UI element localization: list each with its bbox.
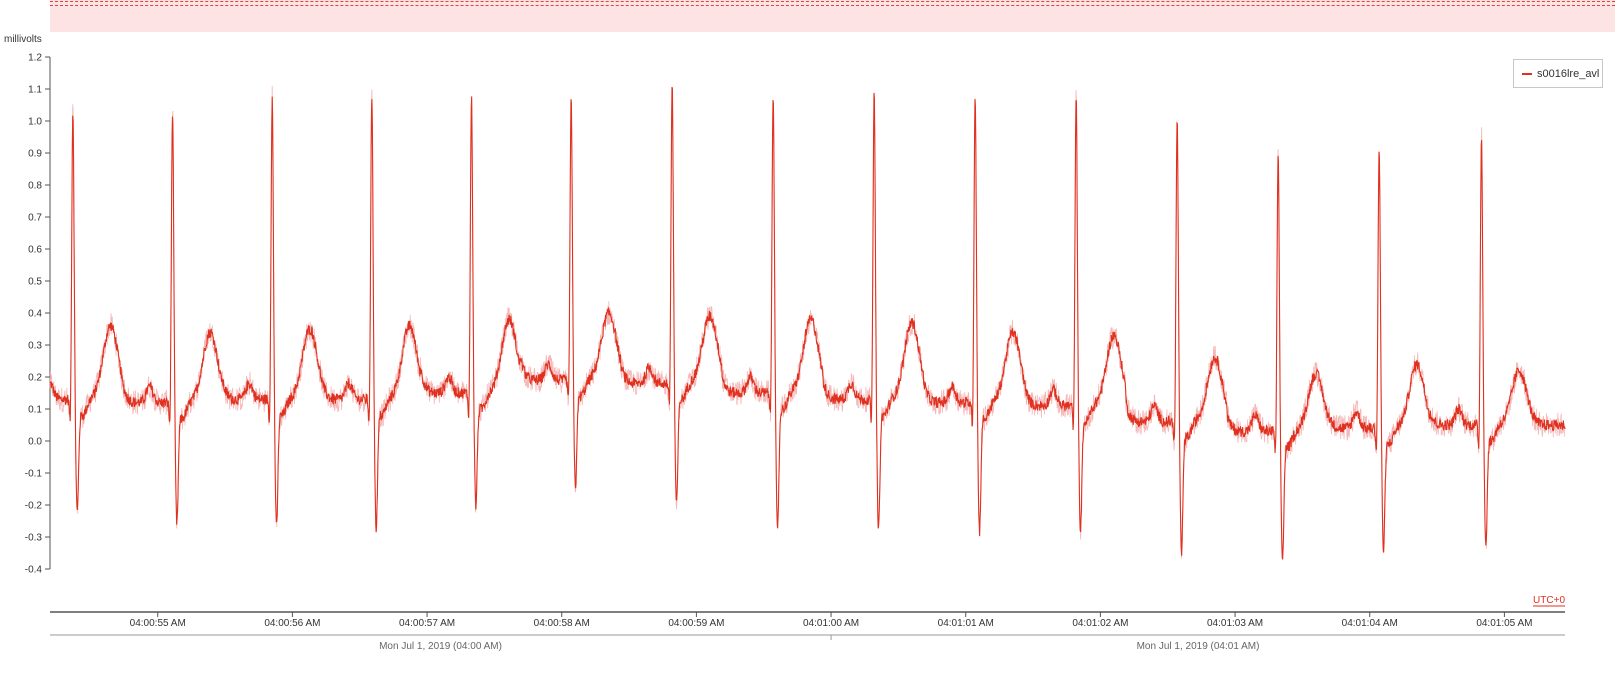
r-peak-point <box>974 107 976 109</box>
y-tick-label: 1.1 <box>28 85 42 96</box>
x-tick-label: 04:00:59 AM <box>668 618 724 629</box>
r-peak-point <box>1176 133 1178 135</box>
y-tick-label: 0.1 <box>28 405 42 416</box>
r-peak-point <box>471 110 473 112</box>
y-tick-label: 0.6 <box>28 245 42 256</box>
x-tick-label: 04:01:04 AM <box>1342 618 1398 629</box>
x-tick-label: 04:00:55 AM <box>130 618 186 629</box>
legend-series-name: s0016lre_avl <box>1537 67 1600 80</box>
x-tick-label: 04:01:03 AM <box>1207 618 1263 629</box>
x-tick-label: 04:00:56 AM <box>264 618 320 629</box>
x-tick-label: 04:00:57 AM <box>399 618 455 629</box>
y-tick-label: 0.3 <box>28 341 42 352</box>
legend[interactable]: s0016lre_avl <box>1513 59 1603 88</box>
series-layer <box>49 85 1566 560</box>
y-tick-label: 0.8 <box>28 181 42 192</box>
r-peak-point <box>1378 162 1380 164</box>
y-tick-label: 0.5 <box>28 277 42 288</box>
r-peak-point <box>72 123 74 125</box>
y-tick-label: 0.9 <box>28 149 42 160</box>
r-peak-point <box>873 107 875 109</box>
r-peak-point <box>1277 171 1279 173</box>
r-peak-point <box>671 98 673 100</box>
y-tick-label: 0.7 <box>28 213 42 224</box>
x-axis: 04:00:55 AM 04:00:56 AM 04:00:57 AM 04:00:5… <box>50 611 1565 652</box>
r-peak-point <box>1481 149 1483 151</box>
r-peak-point <box>772 104 774 106</box>
y-tick-label: -0.1 <box>25 469 43 480</box>
series-line-s0016lre-avl <box>49 86 1566 560</box>
y-tick-label: -0.4 <box>25 565 43 576</box>
y-tick-label: 0.4 <box>28 309 42 320</box>
timezone-label[interactable]: UTC+0 <box>1533 595 1565 606</box>
secondary-axis-label: Mon Jul 1, 2019 (04:00 AM) <box>379 641 502 652</box>
x-tick-label: 04:01:01 AM <box>938 618 994 629</box>
brush-top-line <box>50 1 1615 2</box>
y-tick-label: 1.2 <box>28 53 42 64</box>
y-tick-label: 0.2 <box>28 373 42 384</box>
overview-brush-panel[interactable] <box>50 0 1615 32</box>
r-peak-point <box>570 114 572 116</box>
r-peak-point <box>371 107 373 109</box>
x-tick-label: 04:01:05 AM <box>1476 618 1532 629</box>
r-peak-point <box>172 123 174 125</box>
y-axis: 1.2 1.1 1.0 0.9 0.8 0.7 0.6 0.5 0.4 0.3 0.2 0.1 0.0 -… <box>25 53 51 576</box>
r-peak-point <box>271 110 273 112</box>
x-tick-label: 04:01:00 AM <box>803 618 859 629</box>
y-tick-label: 0.0 <box>28 437 42 448</box>
brush-signal-line <box>50 5 1615 6</box>
x-tick-label: 04:01:02 AM <box>1072 618 1128 629</box>
r-peak-point <box>1075 110 1077 112</box>
legend-swatch <box>1522 72 1532 75</box>
x-tick-label: 04:00:58 AM <box>534 618 590 629</box>
y-axis-label: millivolts <box>4 34 42 45</box>
y-tick-label: -0.3 <box>25 533 43 544</box>
secondary-axis-label: Mon Jul 1, 2019 (04:01 AM) <box>1137 641 1260 652</box>
y-tick-label: 1.0 <box>28 117 42 128</box>
y-tick-label: -0.2 <box>25 501 43 512</box>
